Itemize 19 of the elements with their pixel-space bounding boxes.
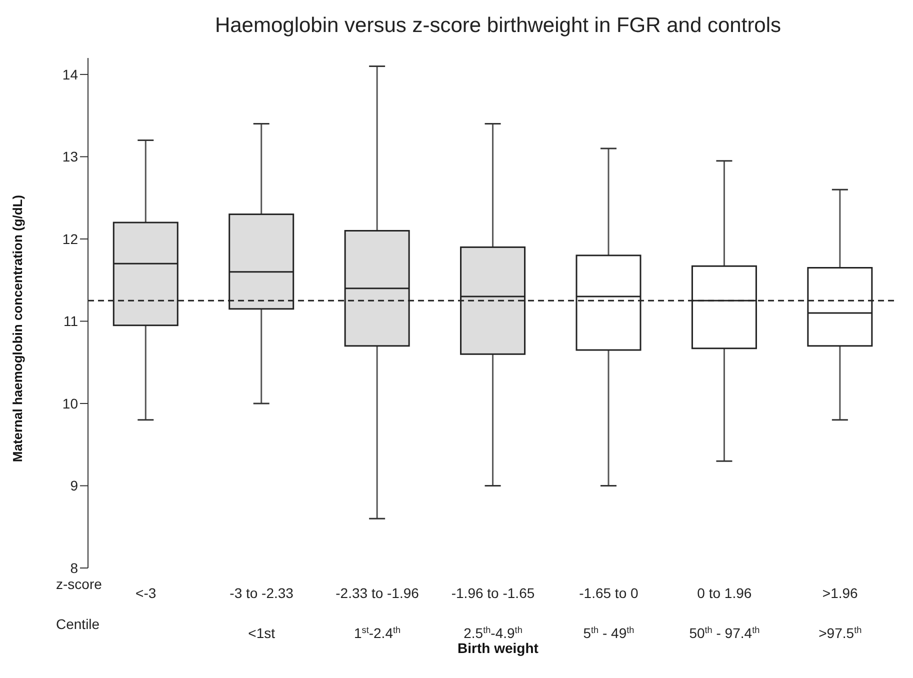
y-tick-label: 10 — [62, 395, 78, 412]
y-tick-label: 11 — [63, 313, 78, 330]
x-axis-title: Birth weight — [456, 640, 540, 656]
y-axis-title: Maternal haemoglobin concentration (g/dL) — [10, 194, 26, 462]
y-tick-label: 12 — [62, 230, 78, 247]
text: z-score — [56, 576, 102, 592]
x-tick-label: <-3 — [136, 585, 156, 601]
category-label: -1.96 to -1.65 2.5$^{th}$-4.9$^{th}$ — [451, 585, 535, 641]
chart-title: Haemoglobin versus z-score birthweight in FGR and controls — [214, 14, 782, 38]
y-tick-label: 14 — [62, 66, 78, 82]
category-label: -2.33 to -1.96 1$^{st}$-2.4$^{th}$ — [336, 585, 419, 641]
category-label: -3 to -2.33 <1st — [230, 585, 294, 641]
category-label: >1.96 >97.5$^{th}$ — [818, 585, 862, 641]
text: Centile — [56, 616, 100, 632]
y-tick-label: 9 — [70, 478, 78, 494]
y-tick-label: 8 — [70, 560, 78, 576]
category-label: -1.65 to 0 5$^{th}$ - 49$^{th}$ — [579, 585, 638, 641]
y-tick-label: 13 — [62, 148, 78, 165]
category-label: 0 to 1.96 50$^{th}$ - 97.4$^{th}$ — [689, 585, 760, 641]
